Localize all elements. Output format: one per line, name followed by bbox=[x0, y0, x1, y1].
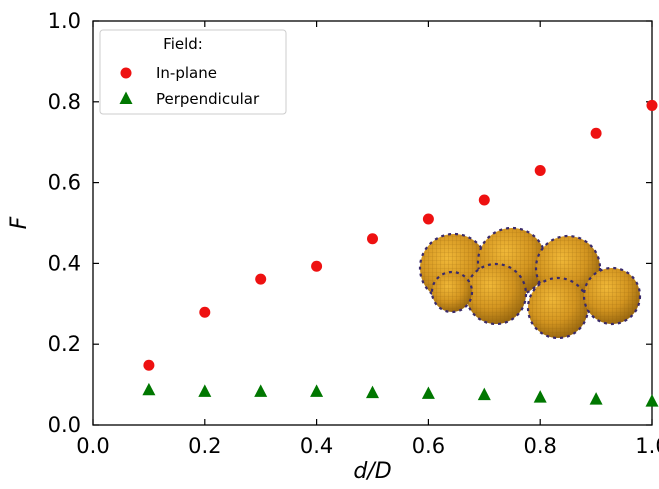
voxel-texture bbox=[529, 279, 587, 337]
y-tick-label: 0.4 bbox=[48, 251, 81, 275]
y-tick-label: 0.6 bbox=[48, 171, 81, 195]
perpendicular-point bbox=[142, 382, 156, 396]
in-plane-point bbox=[422, 213, 434, 225]
perpendicular-point bbox=[366, 385, 379, 399]
y-tick-label: 0.2 bbox=[48, 332, 81, 356]
y-tick-label: 1.0 bbox=[48, 9, 81, 33]
x-tick-label: 0.8 bbox=[523, 434, 556, 458]
plot-frame bbox=[92, 20, 653, 426]
y-tick-label: 0.8 bbox=[48, 90, 81, 114]
x-tick-label: 1.0 bbox=[635, 434, 659, 458]
perpendicular-point bbox=[477, 387, 491, 401]
perpendicular-point bbox=[645, 394, 659, 407]
perpendicular-point bbox=[254, 384, 268, 397]
in-plane-point bbox=[478, 194, 490, 206]
voxel-texture bbox=[433, 273, 471, 311]
nanoparticle-chain-inset bbox=[418, 226, 642, 340]
legend-label: In-plane bbox=[156, 64, 217, 82]
legend-box bbox=[99, 29, 287, 115]
perpendicular-point bbox=[533, 390, 547, 403]
legend-marker-perpendicular bbox=[119, 91, 133, 105]
in-plane-point bbox=[255, 273, 267, 285]
x-tick-label: 0.6 bbox=[412, 434, 445, 458]
perpendicular-point bbox=[589, 392, 603, 405]
legend-label: Perpendicular bbox=[156, 90, 260, 108]
x-axis-label: d/D bbox=[353, 459, 391, 484]
in-plane-point bbox=[367, 233, 378, 245]
voxel-texture bbox=[585, 269, 639, 323]
legend-marker-in-plane bbox=[120, 67, 132, 79]
x-tick-label: 0.0 bbox=[76, 434, 109, 458]
perpendicular-point bbox=[310, 384, 324, 397]
series-in-plane bbox=[143, 99, 658, 371]
legend-title: Field: bbox=[163, 35, 203, 53]
perpendicular-point bbox=[421, 386, 435, 399]
x-tick-label: 0.2 bbox=[188, 434, 221, 458]
voxel-texture bbox=[467, 265, 525, 323]
y-axis-label: F bbox=[7, 216, 32, 229]
in-plane-point bbox=[199, 306, 211, 318]
y-tick-label: 0.0 bbox=[48, 413, 81, 437]
in-plane-point bbox=[646, 99, 658, 111]
x-tick-label: 0.4 bbox=[300, 434, 333, 458]
in-plane-point bbox=[143, 359, 155, 371]
in-plane-point bbox=[534, 164, 546, 176]
perpendicular-point bbox=[198, 384, 212, 397]
series-perpendicular bbox=[142, 382, 659, 407]
axis-ticks: 0.0 0.2 0.4 0.6 0.8 1.0 0.0 0.2 0.4 0.6 0.8 1.0 bbox=[48, 9, 659, 458]
legend: Field: In-plane Perpendicular bbox=[99, 29, 287, 115]
in-plane-point bbox=[590, 127, 602, 139]
in-plane-point bbox=[311, 260, 323, 272]
